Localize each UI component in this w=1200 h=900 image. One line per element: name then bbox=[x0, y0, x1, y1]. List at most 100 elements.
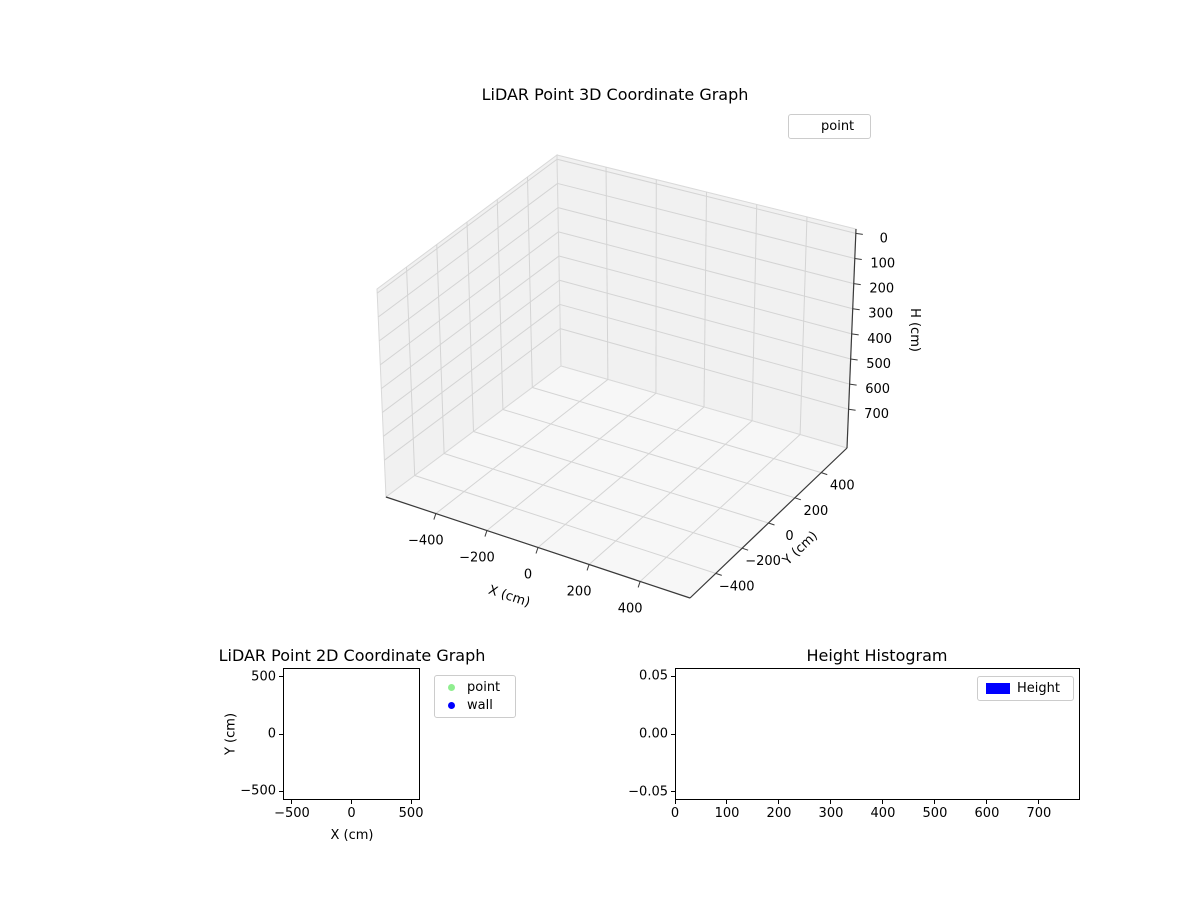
z-tick bbox=[849, 383, 857, 386]
x-tick bbox=[637, 581, 641, 588]
grid-y bbox=[436, 244, 445, 454]
z-tick-label: 600 bbox=[865, 382, 890, 397]
plot3d-axes: −400−2000200400−400−20002004000100200300… bbox=[376, 154, 922, 616]
y-tick bbox=[279, 733, 283, 735]
z-tick bbox=[851, 333, 859, 336]
z-tick bbox=[853, 283, 861, 286]
y-tick bbox=[794, 497, 802, 501]
plot2d-xlabel: X (cm) bbox=[330, 828, 374, 843]
point-marker-icon bbox=[448, 684, 455, 691]
z-tick-label: 0 bbox=[880, 231, 888, 246]
y-tick-label: 400 bbox=[830, 479, 855, 494]
x-tick-label: 500 bbox=[398, 806, 424, 821]
x-tick bbox=[535, 547, 539, 554]
x-tick bbox=[1038, 800, 1040, 804]
x-tick-label: 400 bbox=[618, 601, 643, 616]
y-tick-label: 0.00 bbox=[639, 726, 668, 742]
hist-title: Height Histogram bbox=[806, 646, 948, 665]
y-tick-label: 500 bbox=[251, 669, 276, 685]
x-tick-label: −200 bbox=[459, 551, 495, 566]
legend-label-wall: wall bbox=[467, 698, 493, 713]
y-tick bbox=[671, 733, 675, 735]
y-tick-label: 200 bbox=[803, 504, 828, 519]
x-tick-label: −400 bbox=[408, 534, 444, 549]
grid-x bbox=[703, 191, 707, 408]
z-tick bbox=[850, 358, 858, 361]
grid-x bbox=[605, 167, 609, 380]
x-tick-label: 700 bbox=[1026, 806, 1052, 821]
x-tick bbox=[726, 800, 728, 804]
plot2d-legend: point wall bbox=[434, 675, 516, 718]
x-tick bbox=[882, 800, 884, 804]
z-tick-label: 700 bbox=[864, 407, 889, 422]
plot3d-zlabel: H (cm) bbox=[907, 308, 922, 352]
x-tick bbox=[433, 513, 437, 520]
legend-entry-wall: wall bbox=[443, 698, 507, 713]
x-tick-label: −500 bbox=[274, 806, 310, 821]
x-tick-label: 100 bbox=[714, 806, 740, 821]
x-tick bbox=[778, 800, 780, 804]
y-tick bbox=[671, 791, 675, 793]
plot2d-plot-area bbox=[283, 668, 420, 800]
legend-label-height: Height bbox=[1017, 681, 1060, 696]
y-tick-label: 0 bbox=[785, 529, 793, 544]
x-tick bbox=[830, 800, 832, 804]
plot3d-title: LiDAR Point 3D Coordinate Graph bbox=[481, 85, 749, 104]
legend-label-point: point bbox=[467, 680, 501, 695]
y-tick-label: −200 bbox=[745, 554, 781, 569]
hist-legend: Height bbox=[977, 676, 1074, 701]
x-tick-label: 200 bbox=[567, 584, 592, 599]
z-tick-label: 500 bbox=[866, 357, 891, 372]
grid-x bbox=[486, 392, 657, 531]
z-tick-label: 100 bbox=[870, 257, 895, 272]
y-tick bbox=[671, 675, 675, 677]
grid-x bbox=[435, 379, 609, 514]
plot2d-title: LiDAR Point 2D Coordinate Graph bbox=[218, 646, 486, 665]
height-swatch-icon bbox=[986, 683, 1010, 694]
legend-label-point: point bbox=[821, 119, 855, 134]
grid-y bbox=[526, 176, 533, 388]
legend-entry-point: point bbox=[443, 680, 507, 695]
z-tick bbox=[852, 308, 860, 311]
z-tick-label: 400 bbox=[867, 332, 892, 347]
spine-z bbox=[846, 228, 857, 449]
z-tick bbox=[854, 258, 862, 260]
grid-x bbox=[639, 434, 801, 582]
plot3d-xlabel: X (cm) bbox=[486, 583, 532, 611]
y-tick-label: 0.05 bbox=[639, 668, 668, 684]
y-tick bbox=[768, 522, 775, 526]
y-tick bbox=[821, 472, 828, 476]
x-tick bbox=[484, 530, 488, 537]
x-tick-label: 400 bbox=[870, 806, 896, 821]
grid-x bbox=[751, 204, 758, 421]
y-tick-label: −0.05 bbox=[628, 784, 668, 800]
plot2d-ylabel: Y (cm) bbox=[223, 712, 239, 756]
z-tick-label: 200 bbox=[869, 282, 894, 297]
point-marker-icon bbox=[797, 122, 814, 132]
z-tick bbox=[848, 408, 856, 411]
plot3d-legend: point bbox=[788, 114, 871, 139]
x-tick-label: 300 bbox=[818, 806, 844, 821]
x-tick bbox=[674, 800, 676, 804]
x-tick bbox=[986, 800, 988, 804]
x-tick bbox=[934, 800, 936, 804]
grid-y bbox=[406, 267, 416, 476]
x-tick-label: 600 bbox=[974, 806, 1000, 821]
legend-entry-point: point bbox=[797, 119, 862, 134]
x-tick-label: 0 bbox=[524, 568, 532, 583]
grid-x bbox=[799, 216, 808, 435]
z-tick-label: 300 bbox=[868, 307, 893, 322]
x-tick bbox=[291, 800, 293, 804]
grid-y bbox=[466, 221, 474, 432]
y-tick bbox=[715, 572, 722, 576]
y-tick bbox=[741, 547, 749, 551]
legend-entry-height: Height bbox=[986, 681, 1065, 696]
y-tick bbox=[279, 676, 283, 678]
z-tick bbox=[855, 232, 863, 235]
x-tick bbox=[410, 800, 412, 804]
y-tick bbox=[279, 790, 283, 792]
y-tick-label: −400 bbox=[719, 579, 755, 594]
x-tick bbox=[586, 564, 590, 571]
y-tick-label: −500 bbox=[240, 783, 276, 799]
